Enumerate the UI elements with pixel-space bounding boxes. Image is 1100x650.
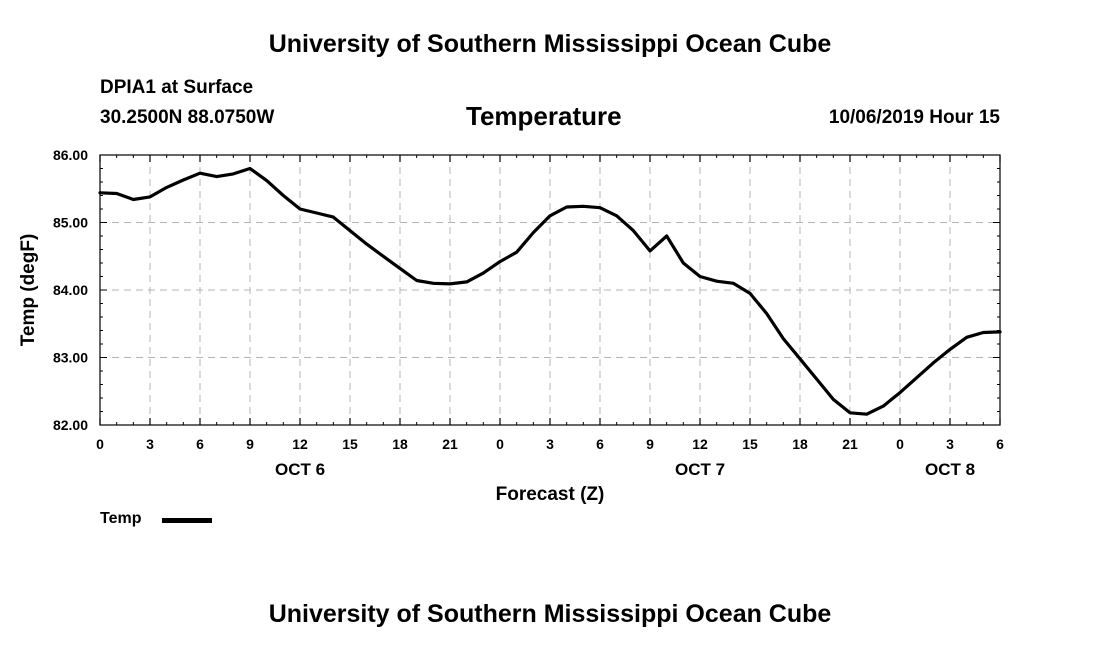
x-tick-label: 3 [146,436,154,452]
x-tick-label: 21 [442,436,458,452]
x-tick-label: 18 [792,436,808,452]
x-tick-label: 0 [96,436,104,452]
coordinates-label: 30.2500N 88.0750W [100,107,275,128]
forecast-datetime: 10/06/2019 Hour 15 [828,107,1000,128]
legend-line-swatch [162,518,212,523]
x-tick-label: 3 [546,436,554,452]
x-tick-label: 6 [596,436,604,452]
x-tick-label: 3 [946,436,954,452]
y-tick-label: 82.00 [53,417,88,433]
x-tick-label: 18 [392,436,408,452]
x-tick-label: 0 [896,436,904,452]
station-label: DPIA1 at Surface [100,77,254,98]
x-tick-label: 21 [842,436,858,452]
footer-title: University of Southern Mississippi Ocean… [268,600,832,628]
chart-title: Temperature [466,101,622,131]
x-tick-label: 0 [496,436,504,452]
x-day-label: OCT 7 [675,460,725,479]
x-tick-label: 6 [996,436,1004,452]
x-day-label: OCT 8 [925,460,975,479]
x-axis-title: Forecast (Z) [496,484,605,505]
y-tick-label: 83.00 [53,350,88,366]
legend-label: Temp [100,510,142,527]
x-tick-label: 15 [342,436,358,452]
x-day-label: OCT 6 [275,460,325,479]
y-tick-label: 86.00 [53,147,88,163]
x-tick-label: 12 [692,436,708,452]
y-tick-label: 85.00 [53,215,88,231]
x-tick-label: 9 [246,436,254,452]
x-tick-label: 12 [292,436,308,452]
x-tick-label: 15 [742,436,758,452]
header-title: University of Southern Mississippi Ocean… [268,30,832,58]
x-tick-label: 6 [196,436,204,452]
series-line-temp [98,166,1002,416]
y-axis-title: Temp (degF) [18,234,39,347]
y-tick-label: 84.00 [53,282,88,298]
x-tick-label: 9 [646,436,654,452]
